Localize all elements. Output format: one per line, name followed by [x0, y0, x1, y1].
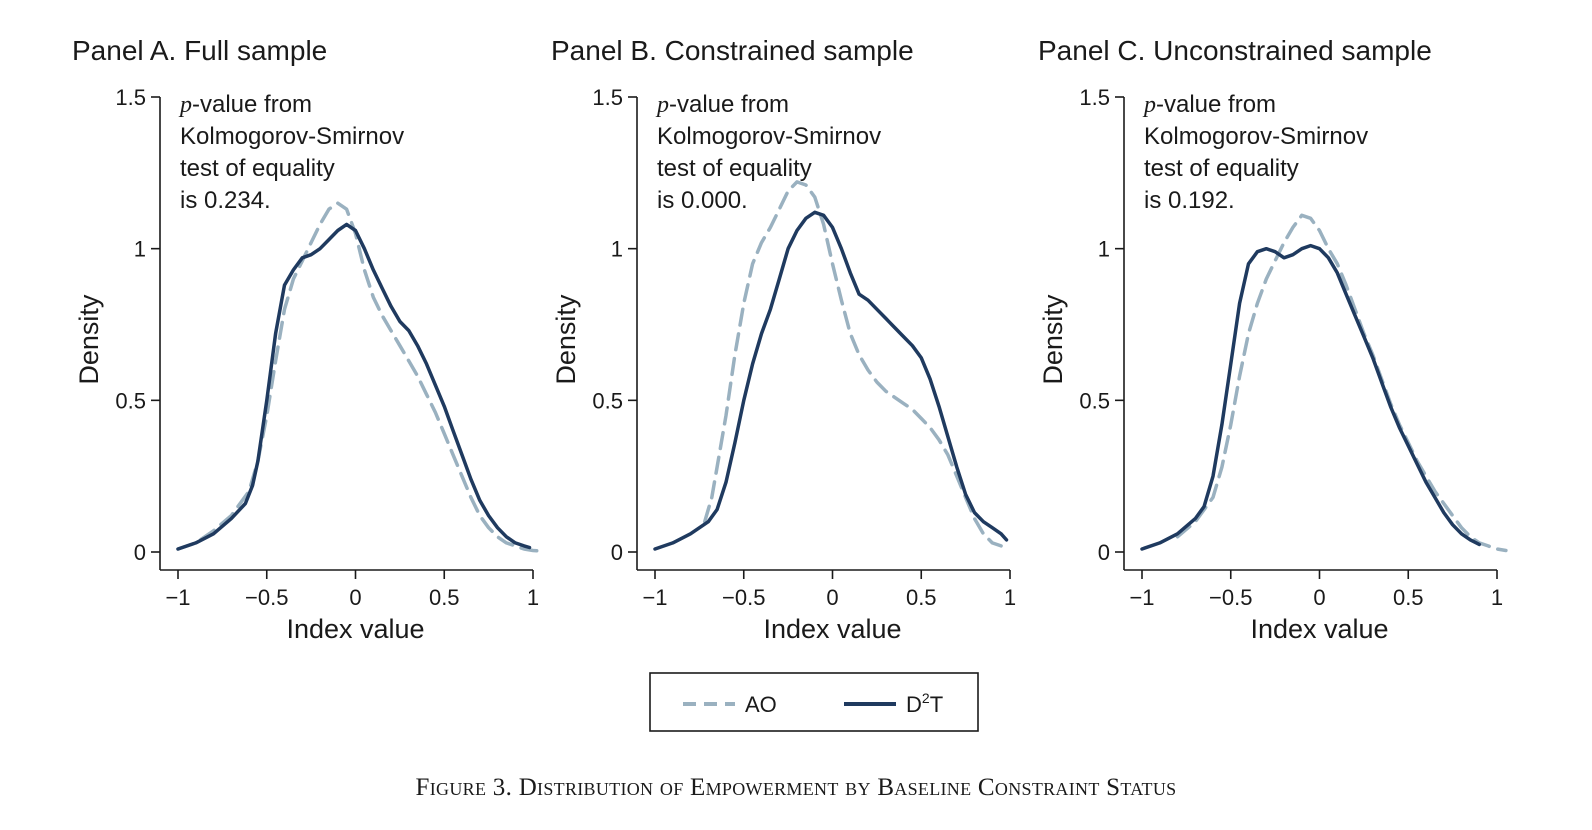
- x-tick-label: 0.5: [429, 585, 460, 610]
- note-line: is 0.000.: [657, 187, 748, 214]
- note-line: p-value from: [655, 91, 789, 118]
- note-line: test of equality: [657, 155, 812, 182]
- panel-title: Panel B. Constrained sample: [551, 35, 914, 66]
- y-tick-label: 1: [611, 237, 623, 262]
- y-tick-label: 0: [611, 540, 623, 565]
- note-p-italic: p: [1142, 92, 1156, 118]
- y-tick-label: 1.5: [592, 85, 623, 110]
- note-line-rest: -value from: [669, 91, 789, 118]
- note-line: test of equality: [180, 155, 335, 182]
- x-tick-label: 1: [1004, 585, 1016, 610]
- x-axis-label: Index value: [763, 614, 901, 644]
- note-line: p-value from: [178, 91, 312, 118]
- x-tick-label: −1: [642, 585, 667, 610]
- note-line: p-value from: [1142, 91, 1276, 118]
- y-tick-label: 1.5: [115, 85, 146, 110]
- y-axis-label: Density: [74, 294, 104, 385]
- x-axis-label: Index value: [1250, 614, 1388, 644]
- series-line-d2t: [1140, 243, 1482, 551]
- note-line-rest: -value from: [192, 91, 312, 118]
- legend-d2t-end: T: [930, 692, 943, 717]
- y-tick-label: 1.5: [1079, 85, 1110, 110]
- panel-b: Panel B. Constrained sample 0 0.5 1 1.5 −1 −0.…: [551, 35, 1016, 644]
- series-line-ao: [176, 201, 544, 553]
- x-tick-label: 1: [527, 585, 539, 610]
- legend-d2t-label: D2T: [906, 690, 943, 717]
- panels: Panel A. Full sample 0 0.5 1 1.5 −1 −0.5 0 0.5 1 I…: [72, 35, 1508, 644]
- y-tick-label: 0.5: [115, 388, 146, 413]
- y-tick-label: 1: [134, 237, 146, 262]
- y-tick-label: 0.5: [592, 388, 623, 413]
- y-tick-label: 0: [1098, 540, 1110, 565]
- legend-d2t-base: D: [906, 692, 922, 717]
- series-line-d2t: [653, 210, 1009, 551]
- y-tick-label: 1: [1098, 237, 1110, 262]
- legend: AO D2T: [649, 672, 979, 732]
- note-line: Kolmogorov-Smirnov: [657, 123, 881, 150]
- note-line-rest: -value from: [1156, 91, 1276, 118]
- panel-title: Panel A. Full sample: [72, 35, 327, 66]
- legend-ao-label: AO: [745, 692, 777, 717]
- x-tick-label: −0.5: [722, 585, 765, 610]
- x-tick-label: −1: [165, 585, 190, 610]
- y-axis-label: Density: [1038, 294, 1068, 385]
- x-tick-label: −1: [1129, 585, 1154, 610]
- panel-title: Panel C. Unconstrained sample: [1038, 35, 1432, 66]
- x-tick-label: −0.5: [245, 585, 288, 610]
- x-tick-label: 0: [1313, 585, 1325, 610]
- note-line: is 0.192.: [1144, 187, 1235, 214]
- series-line-d2t: [176, 222, 532, 551]
- x-tick-label: 0: [349, 585, 361, 610]
- note-line: is 0.234.: [180, 187, 271, 214]
- note-line: Kolmogorov-Smirnov: [1144, 123, 1368, 150]
- legend-box: [649, 672, 979, 732]
- y-tick-label: 0.5: [1079, 388, 1110, 413]
- note-line: Kolmogorov-Smirnov: [180, 123, 404, 150]
- note-p-italic: p: [178, 92, 192, 118]
- x-tick-label: −0.5: [1209, 585, 1252, 610]
- legend-d2t-sup: 2: [922, 690, 930, 706]
- figure-caption: Figure 3. Distribution of Empowerment by…: [415, 774, 1177, 801]
- x-axis-label: Index value: [286, 614, 424, 644]
- panel-a: Panel A. Full sample 0 0.5 1 1.5 −1 −0.5 0 0.5 1 I…: [72, 35, 544, 644]
- y-tick-label: 0: [134, 540, 146, 565]
- panel-c: Panel C. Unconstrained sample 0 0.5 1 1.5 −1 −…: [1038, 35, 1508, 644]
- note-p-italic: p: [655, 92, 669, 118]
- x-tick-label: 0.5: [906, 585, 937, 610]
- note-line: test of equality: [1144, 155, 1299, 182]
- series-line-ao: [702, 180, 1003, 548]
- x-tick-label: 0.5: [1393, 585, 1424, 610]
- y-axis-label: Density: [551, 294, 581, 385]
- series-line-ao: [1175, 213, 1508, 553]
- x-tick-label: 0: [826, 585, 838, 610]
- x-tick-label: 1: [1491, 585, 1503, 610]
